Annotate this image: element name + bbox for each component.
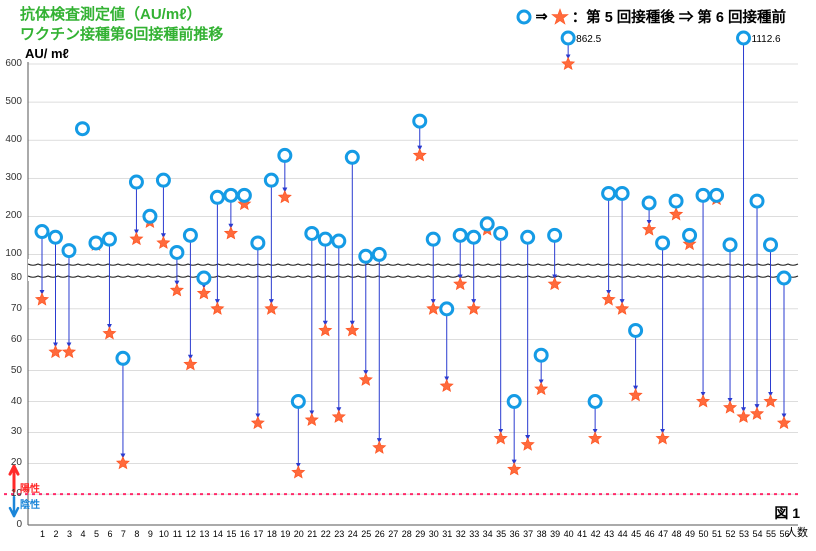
xtick: 37	[522, 529, 535, 539]
xtick: 36	[508, 529, 521, 539]
xtick: 48	[670, 529, 683, 539]
xtick: 19	[279, 529, 292, 539]
xtick: 33	[468, 529, 481, 539]
xtick: 56	[778, 529, 791, 539]
xtick: 15	[225, 529, 238, 539]
xtick: 29	[414, 529, 427, 539]
xtick: 17	[252, 529, 265, 539]
xtick: 28	[400, 529, 413, 539]
xtick: 31	[441, 529, 454, 539]
ytick: 300	[0, 172, 22, 183]
ytick: 600	[0, 58, 22, 69]
xtick: 5	[90, 529, 103, 539]
xtick: 42	[589, 529, 602, 539]
xtick: 54	[751, 529, 764, 539]
xtick: 14	[211, 529, 224, 539]
ytick: 50	[0, 365, 22, 376]
ytick: 20	[0, 457, 22, 468]
xtick: 12	[184, 529, 197, 539]
xtick: 51	[711, 529, 724, 539]
xtick: 53	[738, 529, 751, 539]
ytick: 0	[0, 519, 22, 530]
xtick: 16	[238, 529, 251, 539]
annotation: 862.5	[576, 34, 601, 45]
ytick: 100	[0, 248, 22, 259]
xtick: 43	[603, 529, 616, 539]
xtick: 34	[481, 529, 494, 539]
ytick: 200	[0, 210, 22, 221]
annotation: 1112.6	[752, 34, 781, 45]
ytick: 400	[0, 134, 22, 145]
xtick: 1	[36, 529, 49, 539]
xtick: 45	[630, 529, 643, 539]
xtick: 26	[373, 529, 386, 539]
xtick: 9	[144, 529, 157, 539]
xtick: 11	[171, 529, 184, 539]
xtick: 22	[319, 529, 332, 539]
xtick: 38	[535, 529, 548, 539]
xtick: 2	[49, 529, 62, 539]
xtick: 21	[306, 529, 319, 539]
xtick: 40	[562, 529, 575, 539]
ytick: 10	[0, 488, 22, 499]
ytick: 70	[0, 303, 22, 314]
xtick: 52	[724, 529, 737, 539]
xtick: 47	[657, 529, 670, 539]
xtick: 13	[198, 529, 211, 539]
xtick: 39	[549, 529, 562, 539]
xtick: 50	[697, 529, 710, 539]
xtick: 7	[117, 529, 130, 539]
xtick: 32	[454, 529, 467, 539]
xtick: 25	[360, 529, 373, 539]
xtick: 3	[63, 529, 76, 539]
xtick: 20	[292, 529, 305, 539]
ytick: 80	[0, 272, 22, 283]
ytick: 60	[0, 334, 22, 345]
xtick: 4	[76, 529, 89, 539]
xtick: 18	[265, 529, 278, 539]
xtick: 24	[346, 529, 359, 539]
xtick: 35	[495, 529, 508, 539]
xtick: 10	[157, 529, 170, 539]
xtick: 6	[103, 529, 116, 539]
figure-label: 図 1	[774, 503, 800, 523]
ytick: 30	[0, 426, 22, 437]
xtick: 30	[427, 529, 440, 539]
ytick: 40	[0, 396, 22, 407]
threshold-pos-label: 陽性	[20, 480, 40, 495]
xtick: 55	[765, 529, 778, 539]
xtick: 41	[576, 529, 589, 539]
xtick: 27	[387, 529, 400, 539]
xtick: 49	[684, 529, 697, 539]
xtick: 23	[333, 529, 346, 539]
xtick: 46	[643, 529, 656, 539]
xtick: 44	[616, 529, 629, 539]
chart-svg	[0, 0, 816, 551]
threshold-neg-label: 陰性	[20, 496, 40, 511]
xtick: 8	[130, 529, 143, 539]
ytick: 500	[0, 96, 22, 107]
